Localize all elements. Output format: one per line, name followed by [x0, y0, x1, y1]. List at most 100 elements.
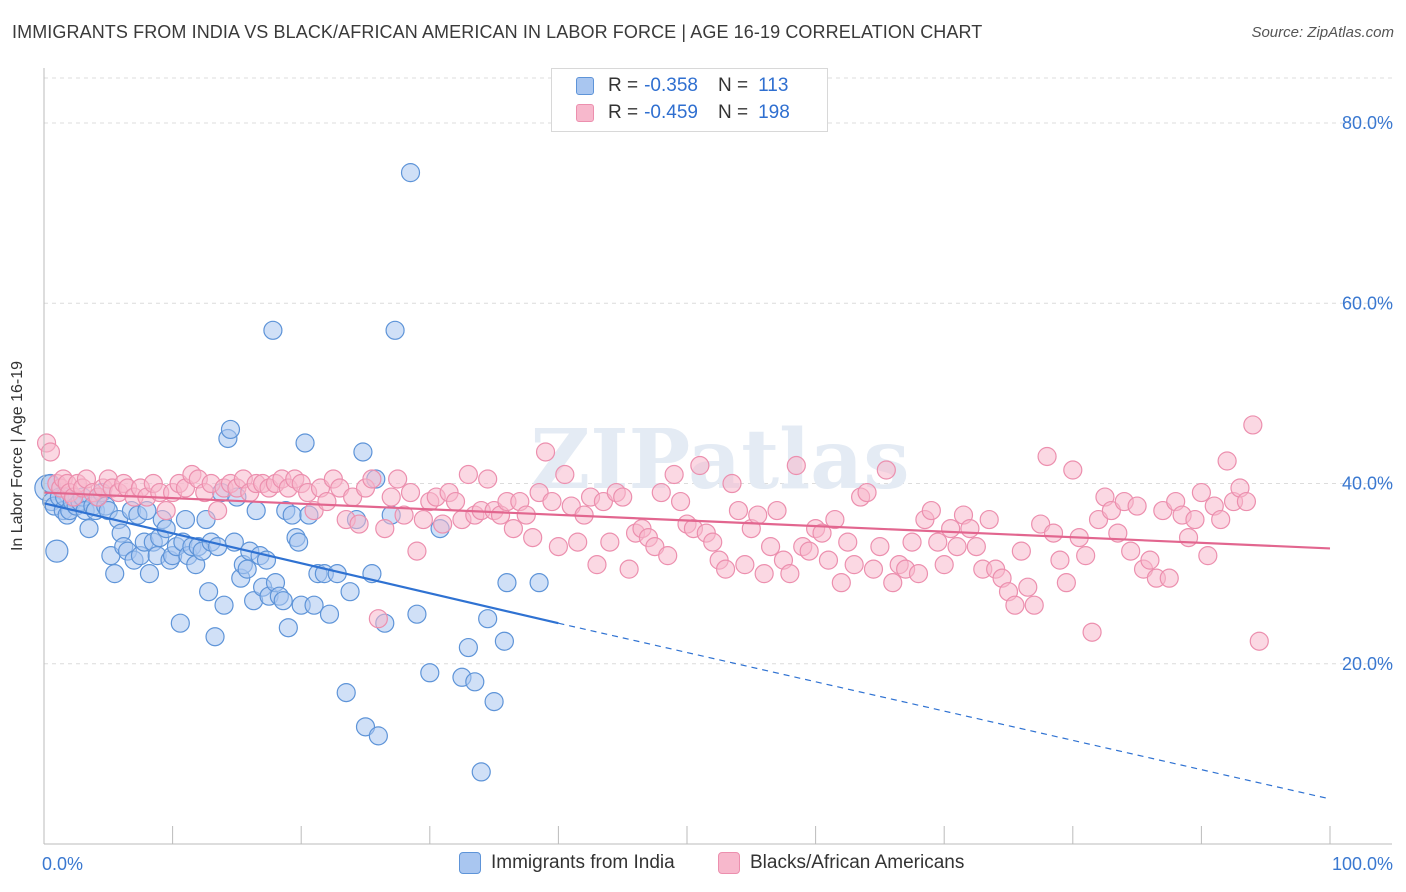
india-point [336, 683, 356, 703]
india-point [214, 595, 234, 615]
black-point [715, 559, 736, 579]
black-point [1127, 496, 1147, 516]
black-point [818, 550, 839, 570]
black-point [368, 609, 388, 629]
india-point [220, 419, 241, 440]
india-point [278, 618, 298, 638]
legend-r-label: R = [608, 75, 639, 96]
black-point [1159, 568, 1179, 588]
india-point [385, 320, 405, 340]
black-point [844, 555, 864, 575]
black-point [400, 482, 421, 503]
black-point [1121, 541, 1141, 561]
india-point [465, 672, 485, 692]
y-tick-label: 40.0% [1342, 474, 1393, 494]
black-point [1185, 509, 1205, 530]
legend-swatch-black [576, 104, 594, 122]
legend-n-value: 198 [758, 102, 790, 123]
black-point [523, 527, 543, 548]
india-point [156, 518, 176, 539]
black-point [613, 487, 633, 507]
black-point [857, 482, 877, 503]
black-point [1198, 546, 1218, 566]
legend-row-black: R = -0.459 N = 198 [576, 101, 790, 125]
series-black-points [36, 415, 1269, 651]
black-point [966, 537, 986, 557]
black-point [941, 518, 961, 539]
black-point [883, 573, 903, 593]
black-point [1018, 577, 1038, 597]
black-point [670, 491, 691, 512]
trend-line-india [43, 502, 559, 625]
black-point [349, 514, 369, 534]
black-point [1140, 550, 1160, 570]
trend-line-black [43, 491, 1331, 550]
black-point [902, 532, 922, 552]
black-point [735, 555, 755, 575]
legend-r-label: R = [608, 102, 639, 123]
trend-lines [43, 491, 1331, 800]
black-point [812, 523, 832, 543]
y-tick-label: 80.0% [1342, 113, 1393, 133]
legend-item-black[interactable]: Blacks/African Americans [718, 852, 964, 874]
black-point [375, 518, 395, 539]
india-point [478, 609, 498, 629]
india-point [420, 663, 440, 683]
india-point [400, 163, 421, 183]
india-point [494, 631, 514, 651]
black-point [928, 532, 948, 552]
black-point [388, 469, 408, 489]
india-point [175, 509, 196, 530]
legend-swatch-india [576, 77, 594, 95]
black-point [908, 564, 929, 584]
black-point [600, 532, 620, 552]
legend-row-india: R = -0.358 N = 113 [576, 74, 788, 98]
black-point [381, 487, 401, 507]
black-point [664, 464, 684, 485]
legend-swatch-black [718, 852, 740, 874]
black-point [748, 505, 768, 525]
source-label: Source: ZipAtlas.com [1251, 24, 1394, 41]
series-india-points [34, 163, 549, 782]
x-tick-label: 0.0% [42, 854, 83, 874]
india-point [458, 637, 478, 658]
india-point [497, 573, 517, 593]
legend-swatch-india [459, 852, 481, 874]
legend-r-value: -0.358 [644, 75, 698, 96]
black-point [831, 573, 851, 593]
black-point [478, 469, 498, 489]
black-point [407, 541, 427, 561]
black-point [767, 500, 787, 521]
legend-item-india[interactable]: Immigrants from India [459, 852, 675, 874]
black-point [1243, 415, 1263, 435]
black-point [863, 559, 884, 579]
india-point [471, 762, 491, 782]
black-point [156, 500, 176, 521]
black-point [1076, 546, 1096, 566]
black-point [1050, 550, 1070, 570]
black-point [754, 564, 774, 584]
chart-title: IMMIGRANTS FROM INDIA VS BLACK/AFRICAN A… [12, 22, 983, 42]
india-point [295, 433, 315, 453]
black-point [362, 469, 382, 489]
black-point [1217, 451, 1237, 471]
black-point [1037, 446, 1057, 467]
black-point [503, 518, 523, 539]
black-point [979, 509, 999, 530]
correlation-legend: R = -0.358 N = 113 R = -0.459 N = 198 [551, 68, 828, 132]
black-point [208, 500, 228, 521]
black-point [760, 537, 781, 557]
black-point [445, 491, 466, 512]
series-legend: Immigrants from India Blacks/African Ame… [0, 852, 1406, 878]
india-point [353, 442, 373, 462]
india-point [282, 505, 302, 525]
y-tick-label: 60.0% [1342, 293, 1393, 313]
india-point [199, 582, 219, 602]
black-point [876, 460, 896, 480]
black-point [722, 473, 742, 494]
india-point [246, 500, 266, 521]
black-point [1249, 631, 1269, 651]
india-point [237, 559, 257, 579]
india-point [273, 591, 293, 611]
black-point [1236, 491, 1257, 512]
